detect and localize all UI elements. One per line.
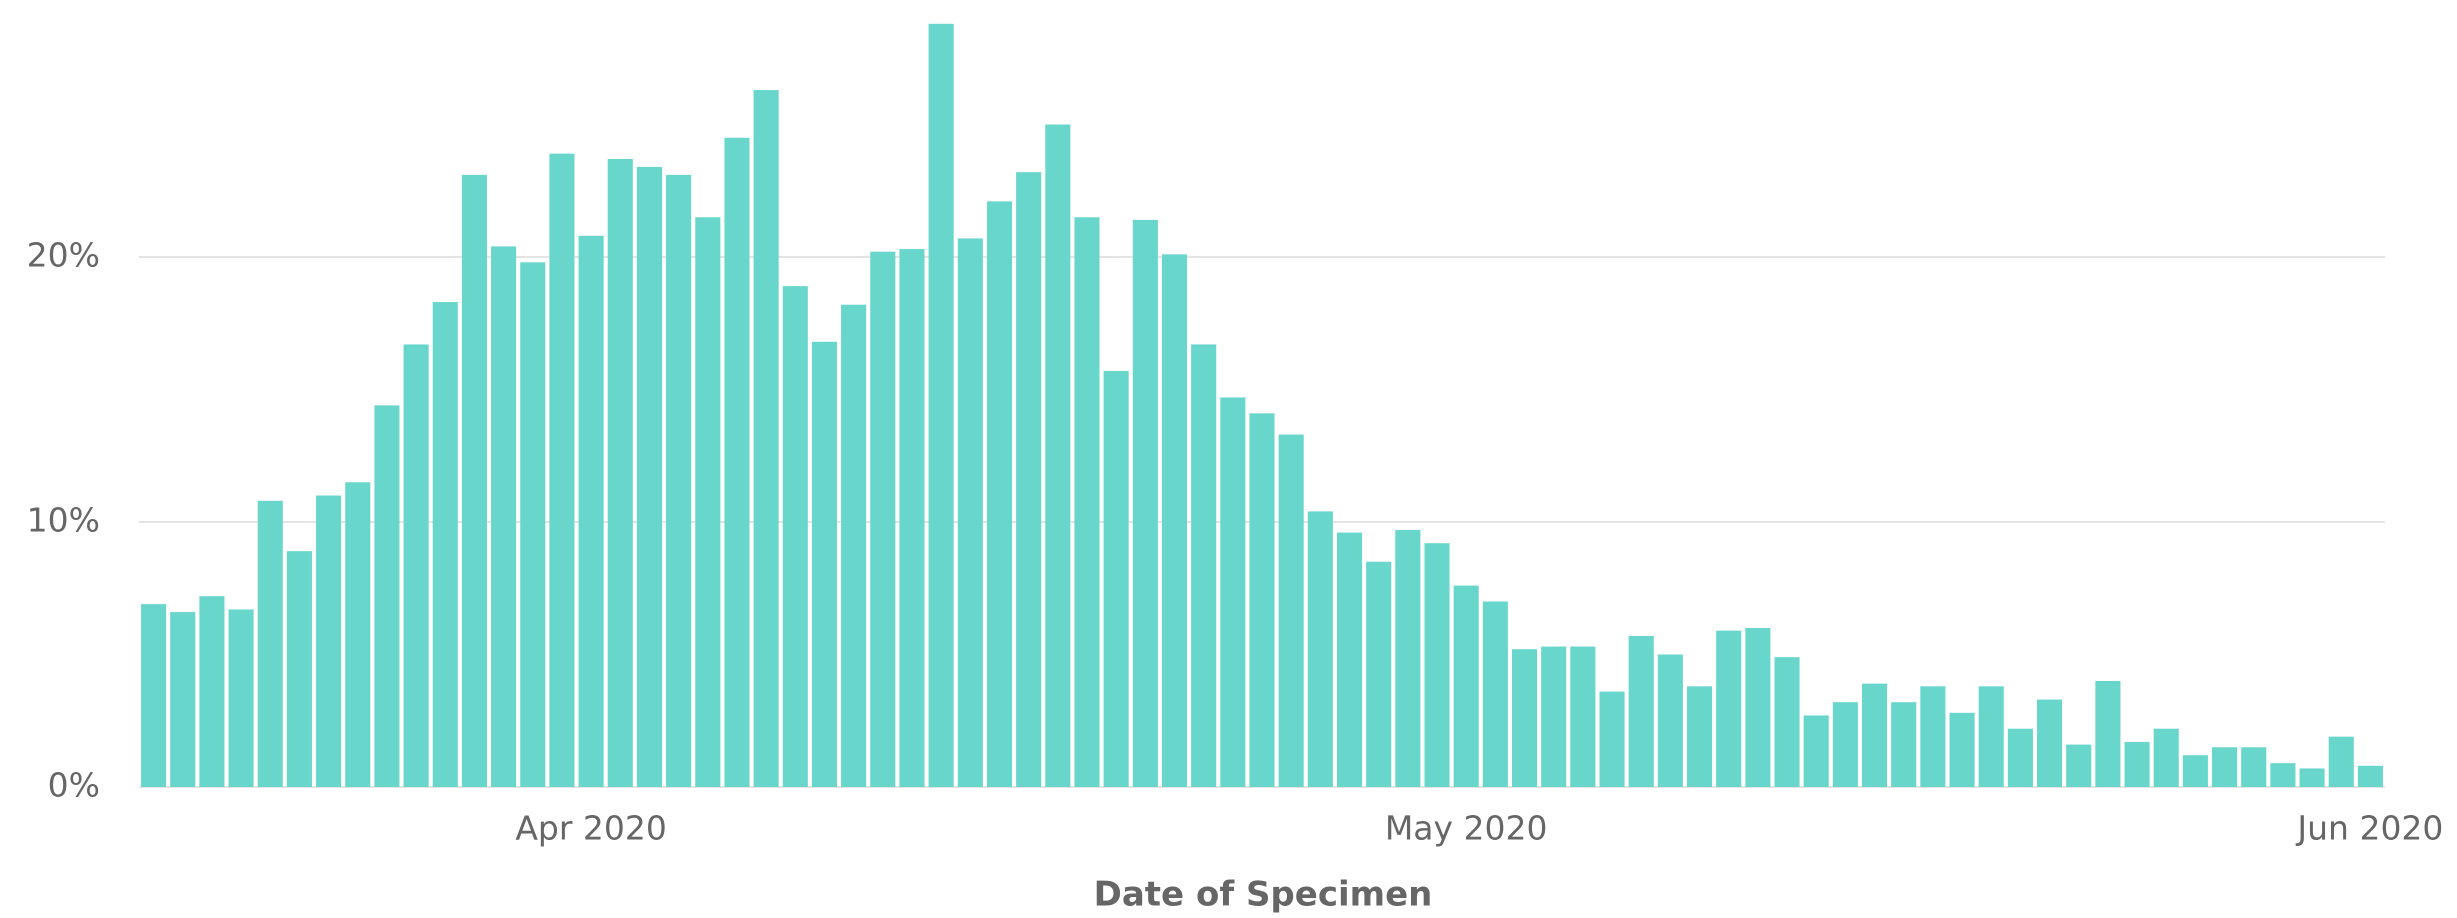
- bar: [257, 500, 283, 787]
- bar: [1978, 686, 2004, 787]
- bar: [491, 246, 517, 787]
- bar: [461, 174, 487, 788]
- bar: [695, 217, 721, 787]
- bar: [141, 604, 167, 787]
- bar: [1191, 344, 1217, 787]
- bar: [2066, 744, 2092, 787]
- bar: [2182, 755, 2208, 787]
- bar: [1161, 254, 1188, 788]
- bar: [1657, 654, 1683, 787]
- bar: [228, 609, 254, 787]
- bar: [957, 238, 983, 787]
- bar: [1336, 532, 1363, 787]
- bar: [2328, 736, 2354, 787]
- bar: [607, 158, 633, 787]
- bar: [1103, 370, 1129, 787]
- bar: [1307, 511, 1333, 787]
- y-tick-label: 10%: [27, 501, 100, 540]
- x-axis-title: Date of Specimen: [1094, 875, 1433, 915]
- bar: [1716, 630, 1742, 787]
- bar: [316, 495, 342, 787]
- bar: [2095, 681, 2121, 787]
- bar: [432, 302, 458, 787]
- bar: [1132, 219, 1158, 787]
- bar: [1074, 217, 1100, 787]
- bar: [928, 23, 954, 788]
- x-tick-label: Apr 2020: [515, 809, 667, 848]
- bar: [1803, 715, 1829, 787]
- bar: [841, 304, 867, 787]
- bar: [1832, 702, 1858, 787]
- bar: [1949, 712, 1975, 787]
- bar: [1045, 124, 1071, 787]
- bar: [345, 482, 371, 787]
- bar: [520, 262, 546, 787]
- bar: [870, 251, 896, 787]
- bar: [286, 551, 312, 787]
- bar: [549, 153, 575, 787]
- bar: [2212, 747, 2238, 787]
- x-tick-label: May 2020: [1385, 809, 1548, 848]
- bar: [1745, 628, 1771, 787]
- bar: [1891, 702, 1917, 787]
- bar: [2124, 741, 2150, 787]
- bar: [2007, 728, 2033, 787]
- bar: [1570, 646, 1596, 787]
- bar: [753, 90, 779, 788]
- bar: [2153, 728, 2179, 787]
- bar: [1541, 646, 1567, 787]
- bar: [636, 166, 662, 787]
- bar: [2037, 699, 2063, 787]
- bar: [724, 137, 750, 787]
- bar: [170, 612, 196, 787]
- bar: [578, 235, 604, 788]
- y-tick-label: 20%: [27, 236, 100, 275]
- bar: [1424, 543, 1450, 787]
- bar: [1220, 397, 1246, 787]
- bar: [1482, 601, 1508, 787]
- bar: [1016, 172, 1042, 787]
- bar: [2270, 763, 2296, 787]
- bar: [1920, 686, 1946, 787]
- bar: [1278, 434, 1304, 787]
- bar: [1453, 585, 1479, 787]
- bar: [811, 341, 838, 787]
- bar: [782, 286, 808, 787]
- bar: [2241, 747, 2267, 787]
- bar: [403, 344, 429, 787]
- bar: [1774, 657, 1800, 787]
- bar: [2299, 768, 2325, 787]
- y-tick-label: 0%: [48, 766, 100, 805]
- bar: [2357, 765, 2383, 787]
- bar: [1366, 561, 1392, 787]
- bar: [1628, 635, 1654, 787]
- x-tick-label: Jun 2020: [2295, 809, 2443, 848]
- bar: [1395, 529, 1421, 787]
- bar: [1686, 686, 1713, 787]
- bar: [199, 596, 225, 787]
- bar: [374, 405, 400, 787]
- bar: [1862, 683, 1888, 787]
- bar: [899, 249, 925, 788]
- bar: [1249, 413, 1275, 787]
- bar: [1599, 691, 1625, 787]
- bar: [986, 201, 1013, 788]
- bar: [666, 174, 692, 788]
- bar: [1511, 649, 1538, 787]
